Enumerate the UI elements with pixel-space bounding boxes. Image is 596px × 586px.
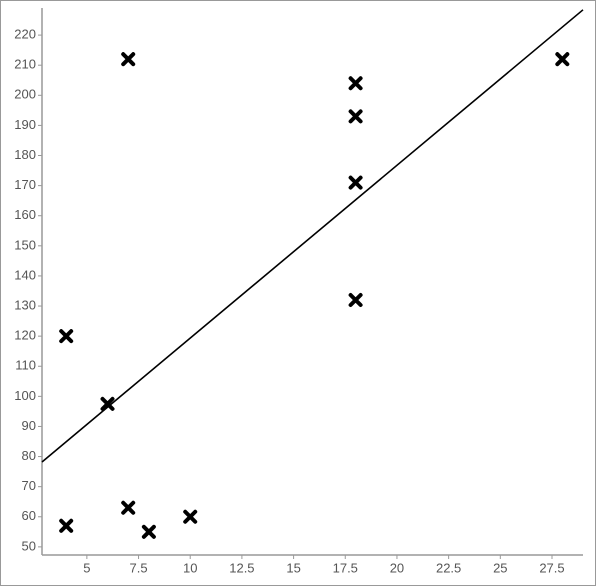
point bbox=[348, 76, 363, 91]
point bbox=[348, 175, 363, 190]
point bbox=[121, 52, 136, 67]
x-tick-label: 5 bbox=[83, 560, 90, 575]
x-tick-label: 25 bbox=[493, 560, 507, 575]
y-tick-label: 110 bbox=[15, 358, 36, 373]
y-tick-label: 50 bbox=[22, 538, 36, 553]
x-tick-label: 10 bbox=[183, 560, 197, 575]
y-tick-label: 150 bbox=[14, 237, 36, 252]
y-tick-label: 220 bbox=[14, 27, 36, 42]
x-tick-label: 22.5 bbox=[436, 560, 461, 575]
x-tick-label: 17.5 bbox=[333, 560, 358, 575]
y-tick-label: 120 bbox=[14, 328, 36, 343]
x-tick-label: 20 bbox=[390, 560, 404, 575]
y-tick-label: 140 bbox=[14, 267, 36, 282]
y-tick-label: 170 bbox=[14, 177, 36, 192]
x-tick-label: 27.5 bbox=[539, 560, 564, 575]
point bbox=[121, 500, 136, 515]
point bbox=[348, 293, 363, 308]
y-tick-label: 100 bbox=[14, 388, 36, 403]
x-tick-label: 12.5 bbox=[229, 560, 254, 575]
y-tick-label: 90 bbox=[22, 418, 36, 433]
y-tick-label: 60 bbox=[22, 508, 36, 523]
y-tick-label: 200 bbox=[14, 87, 36, 102]
y-tick-label: 160 bbox=[14, 207, 36, 222]
y-tick-label: 180 bbox=[14, 147, 36, 162]
point bbox=[183, 509, 198, 524]
point bbox=[100, 396, 115, 411]
y-tick-label: 80 bbox=[22, 448, 36, 463]
point bbox=[59, 329, 74, 344]
fit-line bbox=[41, 9, 584, 463]
y-tick-label: 210 bbox=[14, 57, 36, 72]
point bbox=[59, 518, 74, 533]
point bbox=[141, 524, 156, 539]
y-tick-label: 70 bbox=[22, 478, 36, 493]
x-tick-label: 7.5 bbox=[130, 560, 148, 575]
y-tick-label: 130 bbox=[14, 297, 36, 312]
x-tick-label: 15 bbox=[286, 560, 300, 575]
point bbox=[555, 52, 570, 67]
y-tick-label: 190 bbox=[14, 117, 36, 132]
point bbox=[348, 109, 363, 124]
